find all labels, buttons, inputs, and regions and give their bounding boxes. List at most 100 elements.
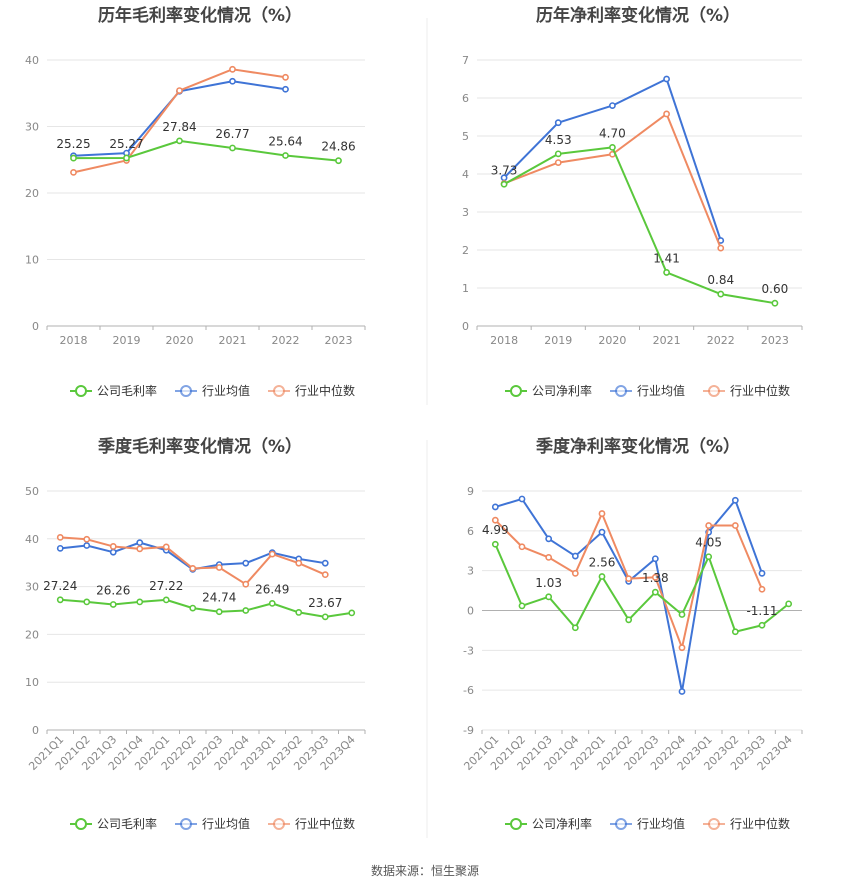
data-point	[554, 150, 562, 158]
x-tick-label: 2019	[544, 334, 572, 347]
data-label: 25.27	[109, 137, 143, 151]
data-point	[282, 73, 289, 81]
x-tick-label: 2018	[490, 334, 518, 347]
data-point	[136, 545, 144, 553]
data-point	[282, 152, 289, 159]
chart-annual-net-margin: 历年净利率变化情况（%） 0 1 2 3 4 5 6 7 2018 2019 2020 2021 2022…	[462, 5, 803, 398]
data-point	[598, 573, 606, 580]
data-point	[83, 542, 91, 549]
data-point	[56, 533, 64, 541]
data-point	[491, 503, 499, 511]
legend-marker	[510, 818, 522, 830]
x-tick-label: 2020	[598, 334, 626, 347]
y-tick-label: 2	[462, 244, 469, 257]
y-tick-label: 30	[25, 121, 39, 134]
data-label: 27.24	[43, 579, 77, 593]
data-label: 1.41	[653, 251, 680, 265]
y-tick-label: 10	[25, 676, 39, 689]
data-point	[758, 585, 766, 593]
legend-label: 行业中位数	[295, 816, 355, 831]
legend-marker	[273, 385, 285, 397]
data-point	[70, 154, 77, 162]
data-point	[758, 569, 766, 577]
data-point	[554, 119, 562, 127]
data-label: 25.64	[268, 134, 302, 148]
data-point	[123, 154, 130, 162]
data-label: 27.22	[149, 579, 183, 593]
chart-title: 历年净利率变化情况（%）	[536, 5, 740, 26]
data-point	[518, 495, 526, 503]
data-point	[491, 516, 499, 524]
data-point	[268, 599, 276, 607]
legend-label: 行业均值	[202, 816, 250, 831]
data-point	[571, 552, 579, 560]
data-label: 0.84	[707, 273, 734, 287]
data-point	[335, 157, 342, 165]
legend-marker	[75, 818, 87, 830]
data-point	[176, 137, 183, 145]
data-point	[651, 588, 659, 596]
data-point	[731, 496, 739, 504]
x-tick-label: 2023	[761, 334, 789, 347]
data-point	[785, 600, 793, 608]
data-point	[598, 510, 606, 517]
data-point	[663, 269, 670, 276]
data-point	[609, 143, 616, 151]
data-source-note: 数据来源：恒生聚源	[370, 864, 479, 878]
data-point	[242, 607, 250, 614]
chart-title: 季度净利率变化情况（%）	[536, 436, 740, 457]
data-label: 26.49	[255, 582, 289, 596]
y-tick-label: 40	[25, 54, 39, 67]
y-tick-label: 7	[462, 54, 469, 67]
chart-quarterly-net-margin: 季度净利率变化情况（%）-9-6-303692021Q12021Q22021Q3…	[461, 436, 803, 831]
data-point	[651, 573, 659, 581]
legend-label: 行业中位数	[730, 816, 790, 831]
y-tick-label: 0	[32, 320, 39, 333]
data-point	[717, 244, 725, 252]
data-point	[678, 611, 686, 618]
data-label: 4.70	[599, 126, 626, 140]
legend-marker	[273, 818, 285, 830]
data-label: 1.38	[642, 571, 669, 585]
data-point	[321, 613, 329, 621]
y-tick-label: 6	[467, 525, 474, 538]
data-point	[678, 688, 686, 695]
series-line-company	[60, 598, 352, 618]
series-line-industry-median	[60, 536, 326, 586]
data-point	[518, 602, 526, 610]
legend-marker	[615, 818, 627, 830]
legend-label: 公司净利率	[532, 816, 592, 831]
data-point	[571, 624, 579, 632]
data-point	[500, 180, 508, 188]
legend-marker	[180, 818, 192, 830]
x-tick-label: 2023	[325, 334, 353, 347]
data-label: 25.25	[56, 137, 90, 151]
data-point	[282, 85, 289, 93]
data-label: 26.26	[96, 583, 130, 597]
data-point	[189, 565, 197, 572]
y-tick-label: 9	[467, 485, 474, 498]
y-tick-label: 5	[462, 130, 469, 143]
chart-title: 历年毛利率变化情况（%）	[98, 5, 302, 26]
data-point	[491, 540, 499, 548]
y-tick-label: 6	[462, 92, 469, 105]
y-tick-label: 0	[32, 724, 39, 737]
data-point	[705, 553, 713, 561]
y-tick-label: 4	[462, 168, 469, 181]
data-point	[295, 559, 303, 567]
data-point	[651, 555, 659, 563]
data-point	[56, 596, 64, 604]
data-label: 24.74	[202, 591, 236, 605]
y-tick-label: 0	[467, 605, 474, 618]
y-tick-label: 3	[462, 206, 469, 219]
y-tick-label: 3	[467, 565, 474, 578]
y-tick-label: -6	[463, 684, 474, 697]
data-point	[625, 575, 633, 583]
data-point	[321, 559, 329, 567]
data-point	[518, 543, 526, 551]
y-tick-label: 30	[25, 581, 39, 594]
legend-label: 公司净利率	[532, 383, 592, 398]
legend-label: 行业均值	[202, 383, 250, 398]
data-point	[242, 580, 250, 588]
